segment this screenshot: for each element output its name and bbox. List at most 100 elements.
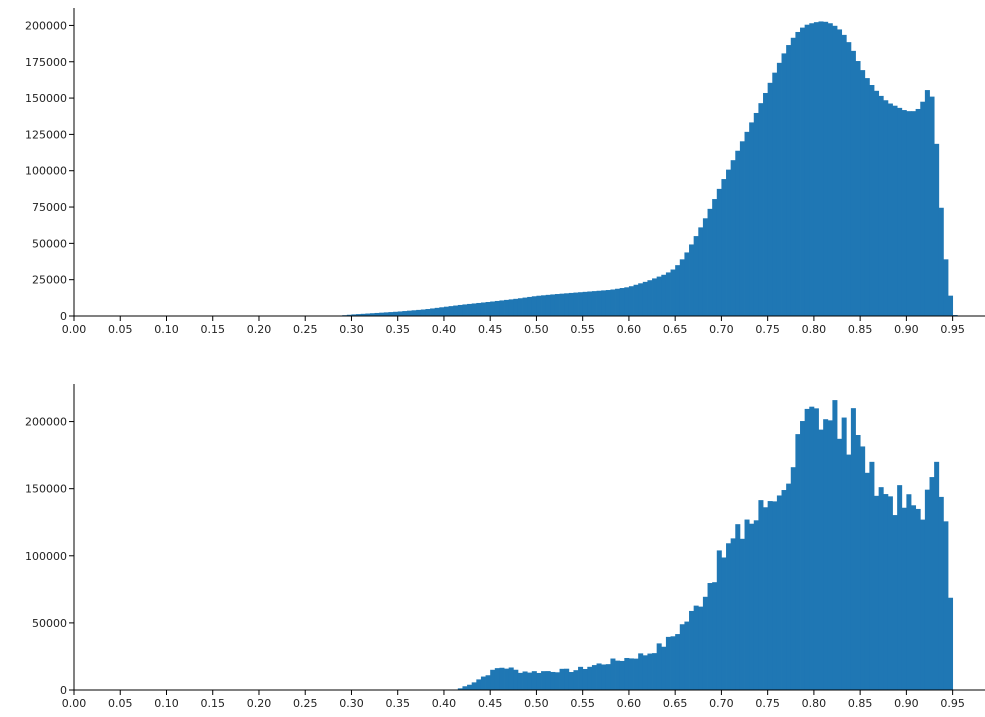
histogram-bar <box>887 103 893 317</box>
y-tick-label: 200000 <box>25 416 67 429</box>
x-tick-label: 0.55 <box>570 697 595 710</box>
histogram-bar <box>480 302 486 316</box>
x-tick-label: 0.90 <box>894 697 919 710</box>
histogram-bar <box>430 308 436 316</box>
histogram-bar <box>610 658 616 690</box>
y-tick-label: 200000 <box>25 19 67 32</box>
histogram-bar <box>351 314 357 316</box>
histogram-bar <box>776 495 782 690</box>
x-tick-label: 0.35 <box>385 323 410 336</box>
histogram-bar <box>726 543 732 690</box>
x-tick-label: 0.30 <box>339 697 364 710</box>
histogram-bar <box>716 188 722 316</box>
histogram-bar <box>388 312 394 316</box>
histogram-bar <box>934 461 940 690</box>
histogram-bar <box>453 305 459 316</box>
histogram-bar <box>735 150 741 316</box>
y-tick-label: 75000 <box>32 201 67 214</box>
histogram-bar <box>855 61 861 316</box>
histogram-bar <box>531 296 537 316</box>
histogram-bar <box>920 519 926 690</box>
x-tick-label: 0.80 <box>802 323 827 336</box>
histogram-bar <box>582 291 588 316</box>
histogram-bar <box>573 292 579 316</box>
x-tick-label: 0.65 <box>663 697 688 710</box>
histogram-bar <box>790 467 796 690</box>
histogram-bar <box>517 672 523 690</box>
x-tick-label: 0.25 <box>293 697 318 710</box>
histogram-bar <box>499 667 505 690</box>
histogram-bar <box>730 160 736 316</box>
histogram-bar <box>591 291 597 316</box>
histogram-bar <box>689 244 695 316</box>
histogram-bar <box>605 664 611 690</box>
histogram-bar <box>712 199 718 316</box>
histogram-bar <box>550 294 556 316</box>
histogram-bar <box>601 664 607 690</box>
histogram-bar <box>545 671 551 690</box>
histogram-bar <box>906 111 912 317</box>
histogram-bar <box>915 108 921 316</box>
histogram-bar <box>420 309 426 316</box>
histogram-bar <box>467 303 473 316</box>
histogram-bar <box>837 438 843 690</box>
histogram-bar <box>943 259 949 316</box>
histogram-bar <box>457 688 463 690</box>
histogram-bar <box>536 295 542 316</box>
histogram-bar <box>522 671 528 690</box>
x-tick-label: 0.00 <box>62 323 87 336</box>
histogram-bar <box>642 655 648 690</box>
x-tick-label: 0.90 <box>894 323 919 336</box>
histogram-bar <box>744 519 750 690</box>
x-tick-label: 0.80 <box>802 697 827 710</box>
x-tick-label: 0.85 <box>848 697 873 710</box>
y-tick-label: 175000 <box>25 56 67 69</box>
histogram-bar <box>800 27 806 317</box>
histogram-bar <box>739 141 745 316</box>
histogram-bar <box>679 624 685 690</box>
x-tick-label: 0.20 <box>247 697 272 710</box>
histogram-bar <box>383 312 389 316</box>
histogram-bar <box>494 300 500 316</box>
x-tick-label: 0.70 <box>709 697 734 710</box>
histogram-bar <box>864 472 870 690</box>
histogram-bar <box>624 287 630 316</box>
histogram-bar <box>698 227 704 316</box>
histogram-bar <box>541 671 547 690</box>
histogram-bar <box>786 483 792 690</box>
histogram-bar <box>772 501 778 690</box>
histogram-bar <box>679 259 685 316</box>
histogram-bar <box>739 538 745 690</box>
histogram-bar <box>735 524 741 690</box>
x-tick-label: 0.05 <box>108 697 133 710</box>
x-tick-label: 0.15 <box>200 697 225 710</box>
histogram-bar <box>800 421 806 690</box>
y-tick-label: 150000 <box>25 92 67 105</box>
histogram-bar <box>716 550 722 690</box>
x-tick-label: 0.05 <box>108 323 133 336</box>
histogram-bar <box>647 653 653 690</box>
y-tick-label: 0 <box>60 684 67 697</box>
x-tick-label: 0.85 <box>848 323 873 336</box>
x-tick-label: 0.15 <box>200 323 225 336</box>
histogram-bar <box>702 218 708 316</box>
histogram-bar <box>823 21 829 317</box>
histogram-bar <box>513 669 519 690</box>
histogram-bar <box>684 621 690 690</box>
histogram-bar <box>485 302 491 316</box>
histogram-bar <box>846 454 852 690</box>
histogram-bar <box>813 22 819 316</box>
histogram-bar <box>416 309 422 316</box>
x-tick-label: 0.35 <box>385 697 410 710</box>
histogram-bar <box>425 309 431 316</box>
histogram-bar <box>786 45 792 317</box>
x-tick-label: 0.20 <box>247 323 272 336</box>
histogram-bar <box>397 311 403 316</box>
x-tick-label: 0.60 <box>617 323 642 336</box>
histogram-bar <box>550 671 556 690</box>
histogram-bar <box>878 95 884 317</box>
histogram-bar <box>393 311 399 316</box>
histogram-bar <box>823 419 829 690</box>
histogram-bar <box>531 671 537 690</box>
histogram-bars <box>342 21 958 317</box>
